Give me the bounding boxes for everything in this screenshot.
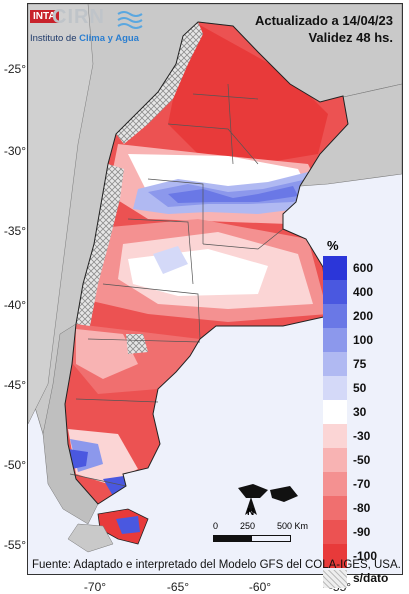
scale-bar-graphic (213, 535, 291, 542)
map-frame (27, 3, 403, 575)
legend-swatch (323, 280, 347, 304)
legend-value: -70 (353, 477, 371, 491)
updated-date: Actualizado a 14/04/23 (254, 13, 393, 28)
legend-swatch (323, 376, 347, 400)
legend-swatch (323, 520, 347, 544)
lat-label: -30° (3, 144, 26, 158)
legend-swatch (323, 448, 347, 472)
legend-value: -90 (353, 525, 371, 539)
legend-value: -30 (353, 429, 371, 443)
legend-swatch (323, 256, 347, 280)
source-caption: Fuente: Adaptado e interpretado del Mode… (32, 559, 401, 571)
legend-swatch (323, 472, 347, 496)
logo: INTA CIRN Instituto de Clima y Agua (30, 6, 150, 46)
legend-swatch (323, 496, 347, 520)
nodata-andes (76, 164, 124, 326)
legend-value: 75 (353, 357, 367, 371)
lat-label: -45° (3, 378, 26, 392)
legend-swatch (323, 424, 347, 448)
legend-value: 600 (353, 261, 374, 275)
lon-label: -70° (83, 580, 107, 594)
anomaly-map (28, 4, 402, 553)
legend-value: -50 (353, 453, 371, 467)
lat-label: -55° (3, 538, 26, 552)
legend-nodata-swatch (323, 570, 347, 588)
legend-value: 100 (353, 333, 374, 347)
lat-label: -40° (3, 298, 26, 312)
north-arrow-icon (245, 497, 257, 515)
legend-swatch (323, 544, 347, 568)
legend-title: % (327, 238, 339, 253)
legend-value: -80 (353, 501, 371, 515)
legend-value: 50 (353, 381, 367, 395)
lat-label: -50° (3, 458, 26, 472)
legend-swatch (323, 352, 347, 376)
north-label: N (247, 507, 255, 518)
legend-value: -100 (353, 549, 378, 563)
institute-name: Instituto de Clima y Agua (30, 33, 139, 44)
waves-icon (117, 11, 143, 29)
legend-swatch (323, 328, 347, 352)
legend-nodata-label: s/dato (353, 571, 389, 585)
legend-value: 400 (353, 285, 374, 299)
legend-value: 30 (353, 405, 367, 419)
legend-swatch (323, 400, 347, 424)
cirn-wordmark: CIRN (52, 6, 105, 28)
lat-label: -25° (3, 62, 26, 76)
lon-label: -60° (248, 580, 272, 594)
legend-value: 200 (353, 309, 374, 323)
legend-swatch (323, 304, 347, 328)
lon-label: -65° (166, 580, 190, 594)
province-borders (69, 83, 284, 487)
inta-badge: INTA (30, 10, 59, 23)
lat-label: -35° (3, 224, 26, 238)
update-info: Actualizado a 14/04/23 Validez 48 hs. (255, 12, 393, 46)
validity: Validez 48 hs. (308, 30, 393, 45)
